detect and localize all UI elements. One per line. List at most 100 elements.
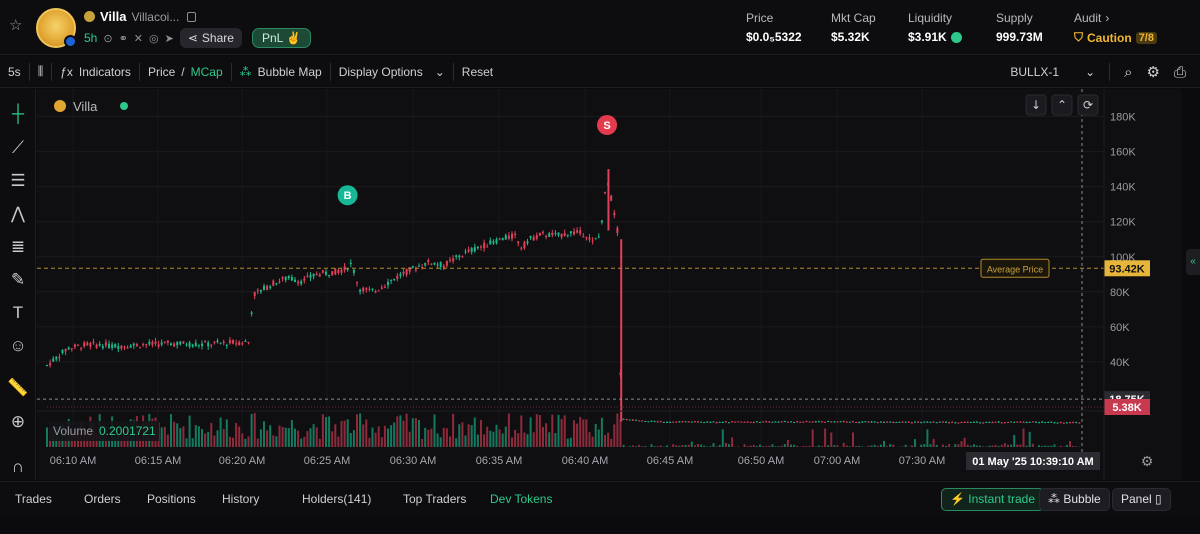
candle <box>1056 422 1059 424</box>
zoom-icon[interactable]: ⌕ <box>1124 63 1133 81</box>
pnl-button[interactable]: PnL ✌ <box>251 28 312 48</box>
token-fullname: Villacoi... <box>131 9 180 24</box>
website-icon[interactable]: ◎ <box>149 32 159 45</box>
x-tick-label: 06:40 AM <box>562 455 608 467</box>
candle <box>263 285 265 290</box>
tab-orders[interactable]: Orders <box>84 492 121 506</box>
tab-history[interactable]: History <box>222 492 260 506</box>
price-chart[interactable]: 180K 160K 140K 120K 100K 80K 60K 40K 06:10 AM 06:… <box>37 89 1182 480</box>
tab-trades[interactable]: Trades <box>15 492 52 506</box>
volume-bar <box>101 436 104 447</box>
volume-bar <box>501 433 504 447</box>
price-mcap-toggle[interactable]: Price / MCap <box>147 64 223 79</box>
candle <box>306 275 309 277</box>
candle <box>61 349 64 353</box>
volume-bar <box>709 446 712 447</box>
candle <box>483 242 486 249</box>
emoji-icon[interactable]: ☺ <box>9 336 27 355</box>
indicators-button[interactable]: ƒx Indicators <box>60 64 131 79</box>
display-options-button[interactable]: Display Options ⌄ <box>338 64 445 79</box>
x-tick-label: 06:15 AM <box>135 455 181 467</box>
tab-holders[interactable]: Holders(141) <box>302 492 372 506</box>
volume-bar <box>250 414 253 447</box>
camera-icon[interactable]: ⎙ <box>1173 63 1186 81</box>
tab-dev-tokens[interactable]: Dev Tokens <box>486 482 557 518</box>
volume-bar <box>666 445 668 447</box>
volume-bar <box>176 423 179 447</box>
candle <box>641 420 644 422</box>
volume-bar <box>318 438 321 447</box>
volume-bar <box>1041 446 1044 447</box>
tab-positions[interactable]: Positions <box>147 492 196 506</box>
candle <box>690 421 693 423</box>
candle <box>1025 421 1028 423</box>
candle <box>1062 422 1065 424</box>
candle <box>492 241 495 244</box>
volume-bar <box>303 436 306 447</box>
magnet-icon[interactable]: ∩ <box>11 457 25 476</box>
candle <box>805 421 808 423</box>
volume-bar <box>573 420 575 447</box>
candle <box>467 249 470 252</box>
instant-trade-button[interactable]: ⚡ Instant trade <box>941 488 1045 511</box>
gear-icon[interactable]: ⚙ <box>1146 64 1160 81</box>
share-button[interactable]: ⋖ Share <box>179 28 242 48</box>
panel-button[interactable]: Panel ▯ <box>1112 488 1171 511</box>
refresh-icon: ⟳ <box>1083 98 1093 112</box>
search-icon[interactable]: ⊙ <box>103 32 113 45</box>
text-icon[interactable]: T <box>12 303 24 322</box>
interval-select[interactable]: 5s <box>8 64 21 79</box>
candle <box>892 422 895 424</box>
candle <box>821 421 823 423</box>
volume-bar <box>948 444 951 447</box>
candle <box>278 281 281 283</box>
copy-address-icon[interactable] <box>187 11 197 22</box>
fib-icon[interactable]: ≣ <box>10 237 26 256</box>
volume-bar <box>653 446 656 447</box>
volume-bar <box>120 437 123 447</box>
candle <box>979 422 982 424</box>
divider <box>329 62 331 81</box>
telegram-icon[interactable]: ➤ <box>164 32 174 45</box>
reset-button[interactable]: Reset <box>461 64 494 79</box>
bottom-strip <box>0 516 1200 534</box>
volume-bar <box>836 445 839 447</box>
ruler-icon[interactable]: 📏 <box>7 378 29 397</box>
candle <box>1059 421 1062 423</box>
candles-icon: ⫼ <box>37 64 44 78</box>
trendline-icon[interactable]: ⟋ <box>12 138 24 157</box>
candle <box>963 421 966 423</box>
expand-panel-icon[interactable]: « <box>1186 249 1200 275</box>
crosshair-icon[interactable]: ┼ <box>11 104 25 123</box>
horizontal-lines-icon[interactable]: ☰ <box>10 171 26 190</box>
candle <box>495 239 498 244</box>
pattern-icon[interactable]: ⋀ <box>11 204 25 223</box>
bubble-map-button[interactable]: ⁂ Bubble Map <box>239 64 322 79</box>
bubble-button[interactable]: ⁂ Bubble <box>1039 488 1110 511</box>
chevron-down-icon: ⌄ <box>1085 65 1096 79</box>
volume-bar <box>932 438 935 447</box>
brush-icon[interactable]: ✎ <box>10 270 26 289</box>
stat-audit[interactable]: Audit › ⛉ Caution 7/8 <box>1074 11 1157 45</box>
crosshair-time: 01 May '25 10:39:10 AM <box>972 456 1093 468</box>
candle <box>166 340 169 343</box>
x-social-icon[interactable]: ✕ <box>133 32 144 45</box>
link-icon[interactable]: ⚭ <box>118 32 128 45</box>
candle <box>542 231 544 233</box>
volume-bar <box>749 445 752 447</box>
token-meta: 5h ⊙ ⚭ ✕ ◎ ➤ ⋖ Share PnL ✌ <box>84 28 312 48</box>
tab-top-traders[interactable]: Top Traders <box>403 492 467 506</box>
candle <box>55 356 58 360</box>
candle <box>883 421 885 423</box>
candle <box>135 344 138 347</box>
pair-select[interactable]: BULLX-1 ⌄ <box>1010 65 1096 79</box>
candle-type-button[interactable]: ⫼ <box>30 56 52 88</box>
favorite-star-icon[interactable]: ☆ <box>9 17 23 34</box>
candle <box>294 279 296 282</box>
volume-bar <box>1038 445 1040 447</box>
volume-bar <box>235 423 238 447</box>
candle <box>731 421 734 423</box>
candle <box>613 212 616 216</box>
zoom-in-icon[interactable]: ⊕ <box>10 412 26 431</box>
